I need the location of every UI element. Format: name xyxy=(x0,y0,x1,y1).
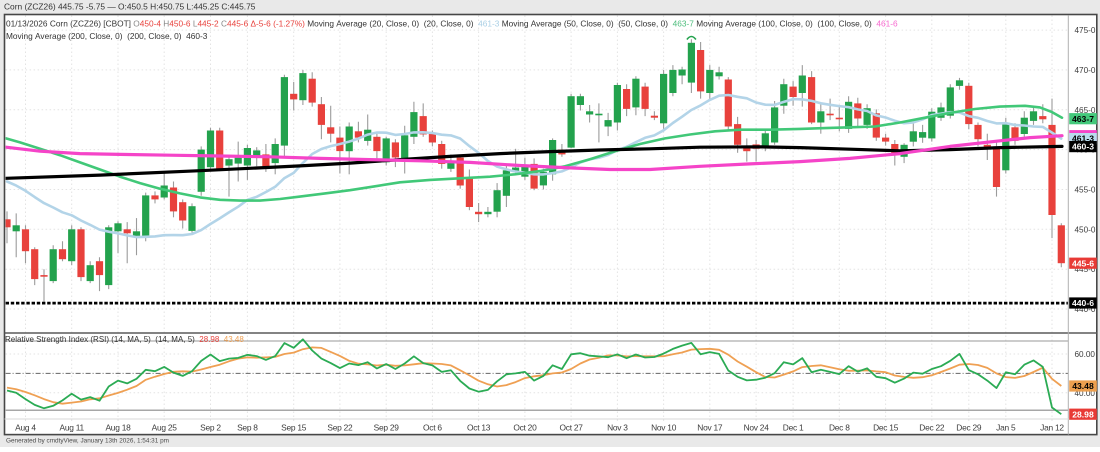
svg-text:Dec 15: Dec 15 xyxy=(873,423,899,433)
svg-text:Nov 17: Nov 17 xyxy=(697,423,723,433)
svg-text:Nov 24: Nov 24 xyxy=(744,423,770,433)
svg-text:Corn (ZCZ26) 445.75 -5.75 — O:: Corn (ZCZ26) 445.75 -5.75 — O:450.5 H:45… xyxy=(4,2,256,12)
svg-text:Nov 10: Nov 10 xyxy=(651,423,677,433)
svg-text:445-6: 445-6 xyxy=(1072,258,1094,268)
svg-text:Oct 13: Oct 13 xyxy=(467,423,491,433)
svg-text:450-0: 450-0 xyxy=(1075,225,1096,234)
svg-text:Oct 6: Oct 6 xyxy=(423,423,442,433)
svg-text:460-3: 460-3 xyxy=(1072,142,1094,152)
svg-text:440-0: 440-0 xyxy=(1075,305,1096,314)
svg-text:43.48: 43.48 xyxy=(1072,381,1094,391)
svg-text:Sep 8: Sep 8 xyxy=(237,423,258,433)
svg-text:Jan 12: Jan 12 xyxy=(1040,423,1064,433)
svg-text:Sep 22: Sep 22 xyxy=(327,423,353,433)
svg-text:Dec 22: Dec 22 xyxy=(919,423,945,433)
svg-text:40.00: 40.00 xyxy=(1075,389,1096,398)
svg-text:465-0: 465-0 xyxy=(1075,106,1096,115)
svg-text:28.98: 28.98 xyxy=(1072,409,1094,419)
svg-text:Sep 2: Sep 2 xyxy=(200,423,221,433)
svg-text:60.00: 60.00 xyxy=(1075,350,1096,359)
svg-text:445-0: 445-0 xyxy=(1075,265,1096,274)
svg-text:Moving Average (200, Close, 0): Moving Average (200, Close, 0) (200, Clo… xyxy=(6,31,208,41)
svg-text:Generated by cmdtyView, Januar: Generated by cmdtyView, January 13th 202… xyxy=(6,437,169,444)
svg-text:Dec 29: Dec 29 xyxy=(956,423,982,433)
svg-text:Aug 11: Aug 11 xyxy=(59,423,84,433)
svg-text:Jan 5: Jan 5 xyxy=(996,423,1016,433)
svg-text:Nov 3: Nov 3 xyxy=(607,423,628,433)
svg-text:Oct 27: Oct 27 xyxy=(560,423,584,433)
svg-text:463-7: 463-7 xyxy=(1072,114,1094,124)
svg-text:455-0: 455-0 xyxy=(1075,186,1096,195)
svg-text:Oct 20: Oct 20 xyxy=(513,423,537,433)
svg-text:Dec 8: Dec 8 xyxy=(829,423,850,433)
svg-text:Dec 1: Dec 1 xyxy=(783,423,804,433)
svg-text:440-6: 440-6 xyxy=(1072,298,1094,308)
svg-text:475-0: 475-0 xyxy=(1075,26,1096,35)
svg-text:Relative Strength Index (RSI): Relative Strength Index (RSI) (14, MA, 5… xyxy=(5,335,244,344)
svg-text:470-0: 470-0 xyxy=(1075,66,1096,75)
svg-text:Aug 4: Aug 4 xyxy=(15,423,36,433)
svg-text:Sep 29: Sep 29 xyxy=(374,423,400,433)
svg-text:461-3: 461-3 xyxy=(1072,134,1094,144)
svg-text:Aug 18: Aug 18 xyxy=(105,423,131,433)
svg-text:Aug 25: Aug 25 xyxy=(152,423,178,433)
svg-text:01/13/2026 Corn (ZCZ26) [CBOT]: 01/13/2026 Corn (ZCZ26) [CBOT] O450-4 H4… xyxy=(6,18,898,28)
svg-text:Sep 15: Sep 15 xyxy=(281,423,307,433)
